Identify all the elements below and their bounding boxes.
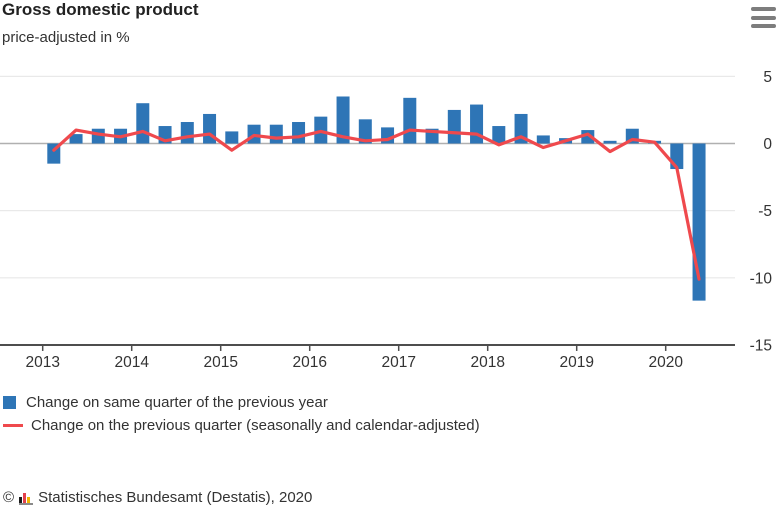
hamburger-icon — [751, 7, 776, 11]
svg-text:2017: 2017 — [381, 354, 415, 371]
svg-text:2015: 2015 — [203, 354, 237, 371]
footer-source-text: Statistisches Bundesamt (Destatis), 2020 — [38, 489, 313, 506]
svg-text:-10: -10 — [750, 270, 773, 287]
svg-text:2019: 2019 — [559, 354, 593, 371]
chart-menu-button[interactable] — [751, 7, 776, 28]
svg-text:-15: -15 — [750, 337, 772, 354]
svg-text:2014: 2014 — [114, 354, 149, 371]
svg-text:-5: -5 — [758, 203, 772, 220]
legend-label-line-series: Change on the previous quarter (seasonal… — [31, 417, 480, 434]
svg-text:2018: 2018 — [470, 354, 504, 371]
chart-title: Gross domestic product — [2, 0, 199, 19]
legend-item-line-series[interactable]: Change on the previous quarter (seasonal… — [3, 417, 480, 434]
svg-text:0: 0 — [763, 136, 772, 153]
legend-label-bar-series: Change on same quarter of the previous y… — [26, 394, 328, 411]
bar-series-swatch — [3, 396, 16, 409]
footer: © Statistisches Bundesamt (Destatis), 20… — [3, 489, 312, 506]
svg-text:2016: 2016 — [292, 354, 326, 371]
line-series-swatch — [3, 424, 23, 427]
copyright-symbol: © — [3, 489, 15, 506]
chart-subtitle: price-adjusted in % — [2, 29, 130, 46]
legend: Change on same quarter of the previous y… — [3, 394, 480, 434]
svg-text:5: 5 — [763, 69, 772, 86]
svg-text:2013: 2013 — [25, 354, 59, 371]
legend-item-bar-series[interactable]: Change on same quarter of the previous y… — [3, 394, 480, 411]
svg-text:2020: 2020 — [648, 354, 683, 371]
destatis-logo-icon — [19, 491, 34, 505]
